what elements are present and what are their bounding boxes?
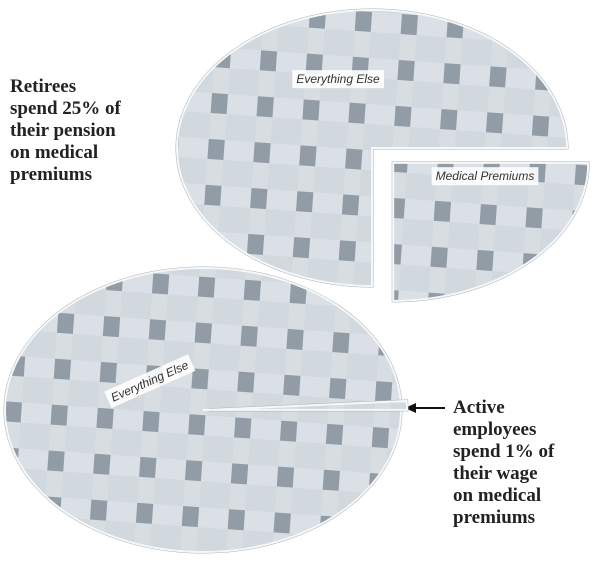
annotation: Active employees spend 1% of their wage … [453, 397, 555, 528]
pie-slice [176, 9, 569, 288]
annotation: Retirees spend 25% of their pension on m… [10, 76, 121, 185]
pie-slice [392, 161, 590, 302]
pie-slice [208, 399, 408, 411]
pie-slice [4, 267, 403, 553]
label-box [431, 167, 539, 186]
label-box [292, 70, 385, 89]
slice-label: Medical Premiums [436, 169, 535, 183]
slice-label: Everything Else [296, 72, 380, 86]
label-box [104, 354, 196, 409]
arrow-head [405, 403, 416, 413]
